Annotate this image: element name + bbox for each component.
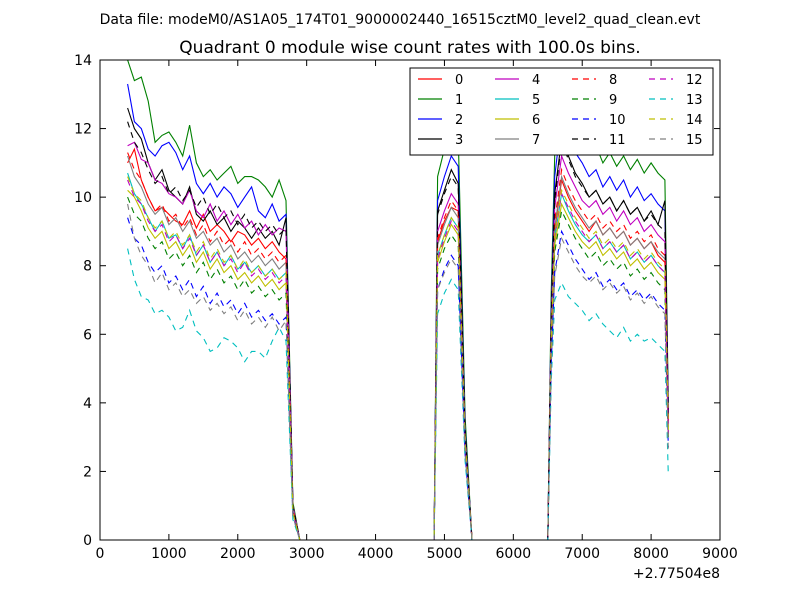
legend-label-3: 3 bbox=[455, 133, 463, 148]
y-tick-label: 6 bbox=[83, 327, 92, 343]
y-tick-label: 10 bbox=[74, 190, 92, 206]
x-tick-label: 3000 bbox=[289, 546, 325, 562]
x-tick-label: 8000 bbox=[633, 546, 669, 562]
x-tick-label: 4000 bbox=[358, 546, 394, 562]
figure-suptitle: Data file: modeM0/AS1A05_174T01_90000024… bbox=[100, 12, 701, 28]
x-offset-label: +2.77504e8 bbox=[633, 566, 720, 582]
series-line-12 bbox=[127, 179, 669, 540]
y-tick-label: 12 bbox=[74, 122, 92, 138]
x-tick-label: 0 bbox=[96, 546, 105, 562]
legend-label-15: 15 bbox=[686, 133, 703, 148]
legend-label-2: 2 bbox=[455, 113, 463, 128]
legend-label-8: 8 bbox=[609, 73, 617, 88]
series-layer bbox=[127, 60, 669, 540]
x-tick-label: 5000 bbox=[427, 546, 463, 562]
legend-frame bbox=[409, 67, 714, 156]
series-line-15 bbox=[127, 203, 669, 540]
x-tick-label: 2000 bbox=[220, 546, 256, 562]
y-tick-label: 8 bbox=[83, 259, 92, 275]
plot-frame bbox=[99, 59, 721, 541]
y-tick-label: 14 bbox=[74, 53, 92, 69]
legend-label-4: 4 bbox=[532, 73, 540, 88]
legend-label-12: 12 bbox=[686, 73, 703, 88]
legend-label-10: 10 bbox=[609, 113, 626, 128]
axis-ticks: 0 1000 2000 3000 4000 5000 6000 7000 8000 9000 0 2 4… bbox=[74, 53, 738, 562]
series-line-13 bbox=[127, 248, 669, 540]
x-tick-label: 6000 bbox=[496, 546, 532, 562]
series-line-2 bbox=[127, 83, 669, 540]
legend-label-9: 9 bbox=[609, 93, 617, 108]
series-line-1 bbox=[127, 60, 669, 540]
legend-label-1: 1 bbox=[455, 93, 463, 108]
series-line-4 bbox=[127, 141, 669, 540]
x-tick-label: 1000 bbox=[151, 546, 187, 562]
legend-label-14: 14 bbox=[686, 113, 703, 128]
y-tick-label: 4 bbox=[83, 396, 92, 412]
series-line-11 bbox=[127, 121, 669, 540]
legend-label-6: 6 bbox=[532, 113, 540, 128]
series-line-8 bbox=[127, 152, 669, 540]
series-line-14 bbox=[127, 176, 669, 540]
y-tick-label: 0 bbox=[83, 533, 92, 549]
series-line-9 bbox=[127, 196, 669, 540]
legend-label-0: 0 bbox=[455, 73, 463, 88]
series-line-6 bbox=[127, 189, 669, 540]
legend-label-5: 5 bbox=[532, 93, 540, 108]
y-tick-label: 2 bbox=[83, 464, 92, 480]
series-line-7 bbox=[127, 155, 669, 540]
legend-label-11: 11 bbox=[609, 133, 626, 148]
legend-label-13: 13 bbox=[686, 93, 703, 108]
legend-label-7: 7 bbox=[532, 133, 540, 148]
chart-title: Quadrant 0 module wise count rates with … bbox=[179, 38, 640, 58]
x-tick-label: 9000 bbox=[702, 546, 738, 562]
x-tick-label: 7000 bbox=[564, 546, 600, 562]
